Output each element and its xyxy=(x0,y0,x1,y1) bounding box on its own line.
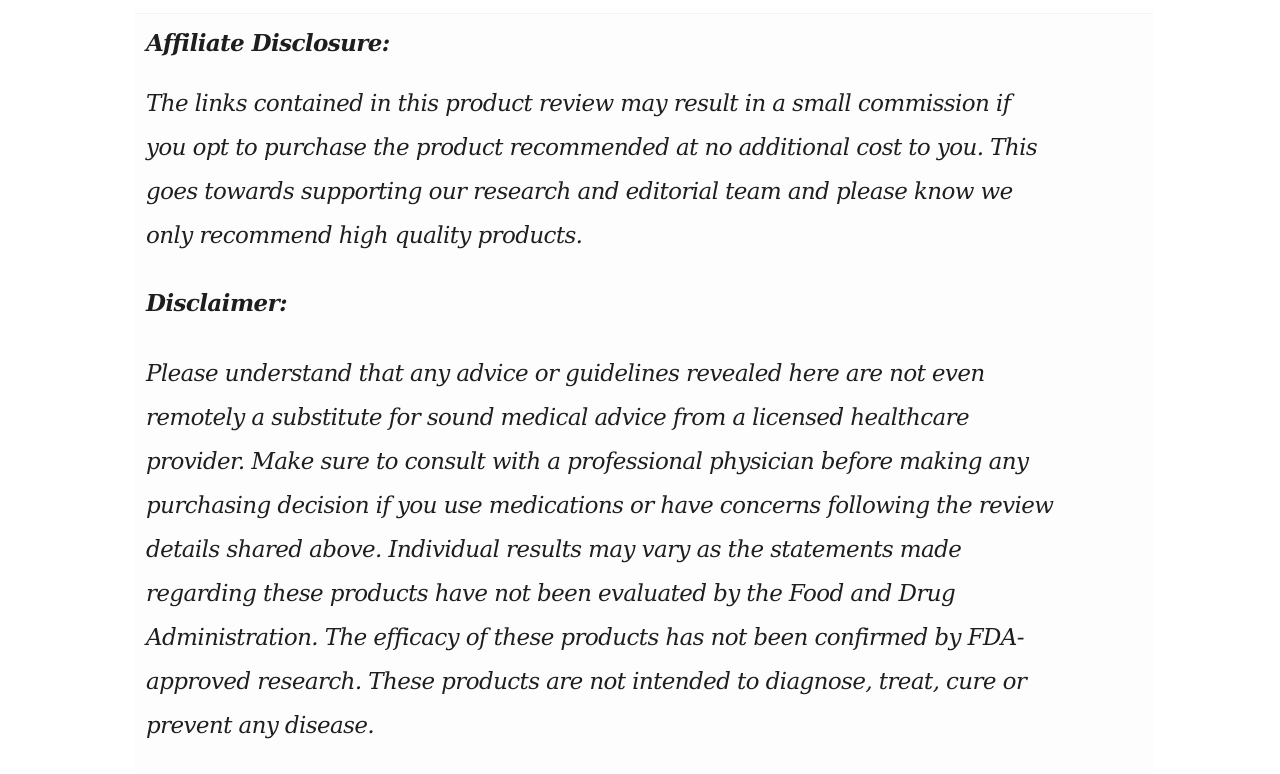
affiliate-disclosure-heading: Affiliate Disclosure: xyxy=(146,30,390,57)
disclaimer-text: Please understand that any advice or gui… xyxy=(146,352,1156,748)
text-line: approved research. These products are no… xyxy=(146,669,1027,695)
text-line: regarding these products have not been e… xyxy=(146,581,956,607)
affiliate-disclosure-text: The links contained in this product revi… xyxy=(146,82,1156,258)
text-line: provider. Make sure to consult with a pr… xyxy=(146,449,1029,475)
text-line: remotely a substitute for sound medical … xyxy=(146,405,970,431)
text-line: Please understand that any advice or gui… xyxy=(146,361,985,387)
disclosure-content: Affiliate Disclosure: The links containe… xyxy=(146,22,1156,748)
text-line: The links contained in this product revi… xyxy=(146,91,1011,117)
text-line: only recommend high quality products. xyxy=(146,223,583,249)
disclosure-box xyxy=(135,13,1153,774)
text-line: Administration. The efficacy of these pr… xyxy=(146,625,1025,651)
text-line: you opt to purchase the product recommen… xyxy=(146,135,1038,161)
text-line: purchasing decision if you use medicatio… xyxy=(146,493,1054,519)
disclaimer-heading: Disclaimer: xyxy=(146,290,288,317)
text-line: goes towards supporting our research and… xyxy=(146,179,1013,205)
text-line: prevent any disease. xyxy=(146,713,375,739)
text-line: details shared above. Individual results… xyxy=(146,537,962,563)
